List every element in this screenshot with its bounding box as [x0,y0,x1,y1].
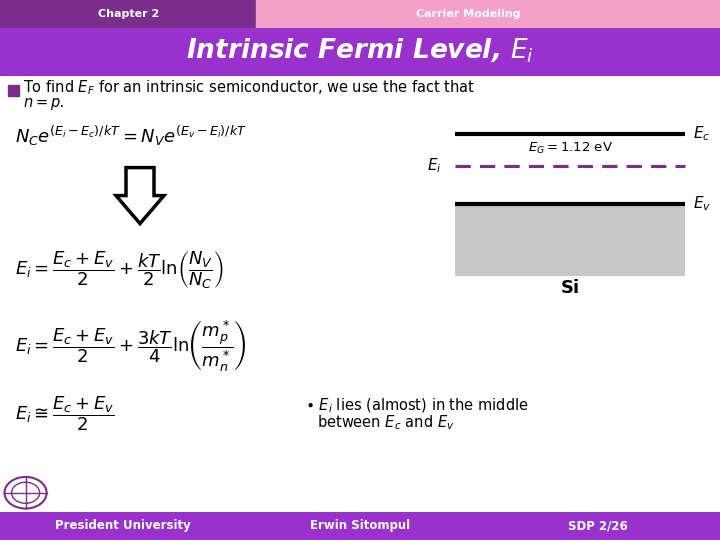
Text: $E_G = 1.12$ eV: $E_G = 1.12$ eV [528,141,613,156]
Bar [8,85,19,96]
Text: $n = p$.: $n = p$. [23,96,64,112]
Text: Erwin Sitompul: Erwin Sitompul [310,519,410,532]
Text: $N_C e^{(E_i-E_c)/kT} = N_V e^{(E_v-E_i)/kT}$: $N_C e^{(E_i-E_c)/kT} = N_V e^{(E_v-E_i)… [15,124,247,148]
Text: To find $E_F$ for an intrinsic semiconductor, we use the fact that: To find $E_F$ for an intrinsic semicondu… [23,78,475,97]
Text: Carrier Modeling: Carrier Modeling [415,9,521,19]
Polygon shape [116,167,164,224]
Text: $E_i = \dfrac{E_c + E_v}{2} + \dfrac{3kT}{4} \ln\!\left(\dfrac{m_p^*}{m_n^*}\rig: $E_i = \dfrac{E_c + E_v}{2} + \dfrac{3kT… [15,318,247,373]
Bar [455,206,685,275]
Text: between $\mathit{E_c}$ and $\mathit{E_v}$: between $\mathit{E_c}$ and $\mathit{E_v}… [317,413,454,432]
Text: Chapter 2: Chapter 2 [97,9,159,19]
Bar [256,0,720,28]
Bar [0,0,256,28]
Text: SDP 2/26: SDP 2/26 [568,519,627,532]
Text: $E_v$: $E_v$ [693,194,711,213]
Text: President University: President University [55,519,190,532]
Text: $E_c$: $E_c$ [693,124,711,143]
Text: Si: Si [560,279,580,296]
Text: $E_i = \dfrac{E_c + E_v}{2} + \dfrac{kT}{2} \ln\!\left(\dfrac{N_V}{N_C}\right)$: $E_i = \dfrac{E_c + E_v}{2} + \dfrac{kT}… [15,250,224,292]
Text: $E_i$: $E_i$ [427,156,441,175]
Text: $E_i \cong \dfrac{E_c + E_v}{2}$: $E_i \cong \dfrac{E_c + E_v}{2}$ [15,394,114,433]
Text: Intrinsic Fermi Level, $\mathit{E_i}$: Intrinsic Fermi Level, $\mathit{E_i}$ [186,37,534,65]
Text: $\bullet$ $\mathit{E_i}$ lies (almost) in the middle: $\bullet$ $\mathit{E_i}$ lies (almost) i… [305,396,529,415]
